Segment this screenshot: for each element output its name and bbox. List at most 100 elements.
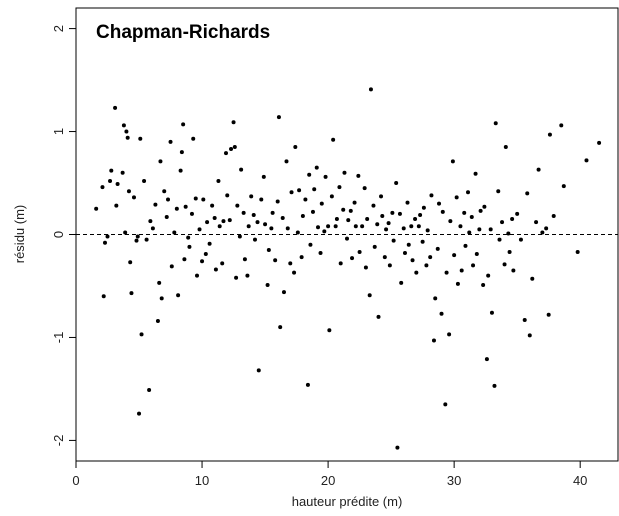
residual-point bbox=[123, 230, 128, 235]
residual-point bbox=[229, 147, 234, 152]
residual-point bbox=[444, 270, 449, 275]
residual-point bbox=[488, 227, 493, 232]
residual-point bbox=[242, 257, 247, 262]
residual-point bbox=[473, 171, 478, 176]
residual-point bbox=[265, 282, 270, 287]
residual-point bbox=[525, 191, 530, 196]
residual-point bbox=[280, 216, 285, 221]
residual-point bbox=[397, 211, 402, 216]
residual-point bbox=[466, 190, 471, 195]
plot-border bbox=[75, 7, 619, 462]
residual-point bbox=[405, 200, 410, 205]
residual-point bbox=[515, 211, 520, 216]
residual-point bbox=[326, 224, 331, 229]
residual-point bbox=[527, 333, 532, 338]
residual-point bbox=[484, 357, 489, 362]
residual-point bbox=[399, 280, 404, 285]
residual-point bbox=[402, 251, 407, 256]
residual-point bbox=[323, 174, 328, 179]
residual-point bbox=[502, 262, 507, 267]
residual-point bbox=[297, 188, 302, 193]
residual-point bbox=[270, 210, 275, 215]
residual-point bbox=[259, 197, 264, 202]
residual-point bbox=[235, 203, 240, 208]
residual-point bbox=[288, 261, 293, 266]
residual-point bbox=[467, 230, 472, 235]
residual-point bbox=[210, 203, 215, 208]
y-tick-label: -1 bbox=[51, 332, 66, 344]
residual-point bbox=[256, 368, 261, 373]
residual-point bbox=[380, 213, 385, 218]
residual-point bbox=[327, 328, 332, 333]
residual-point bbox=[329, 194, 334, 199]
residual-point bbox=[365, 217, 370, 222]
residual-point bbox=[348, 208, 353, 213]
residual-point bbox=[109, 168, 114, 173]
residual-point bbox=[126, 189, 131, 194]
residual-point bbox=[584, 158, 589, 163]
residual-point bbox=[375, 222, 380, 227]
residual-point bbox=[372, 244, 377, 249]
residual-point bbox=[455, 281, 460, 286]
y-axis: -2 -1 0 1 2 bbox=[51, 25, 76, 446]
y-tick-label: 2 bbox=[51, 25, 66, 32]
residual-point bbox=[433, 296, 438, 301]
residual-point bbox=[452, 253, 457, 258]
residual-point bbox=[406, 242, 411, 247]
residual-point bbox=[137, 411, 142, 416]
residual-point bbox=[416, 224, 421, 229]
residual-point bbox=[299, 255, 304, 260]
residual-point bbox=[428, 255, 433, 260]
residual-point bbox=[477, 227, 482, 232]
residual-point bbox=[518, 237, 523, 242]
residual-point bbox=[263, 222, 268, 227]
residual-point bbox=[203, 252, 208, 257]
residual-point bbox=[482, 204, 487, 209]
residual-point bbox=[197, 227, 202, 232]
residual-point bbox=[169, 264, 174, 269]
residual-point bbox=[448, 219, 453, 224]
residual-point bbox=[481, 282, 486, 287]
residual-point bbox=[331, 137, 336, 142]
residual-point bbox=[285, 226, 290, 231]
residual-point bbox=[342, 170, 347, 175]
residual-point bbox=[276, 115, 281, 120]
residual-point bbox=[511, 268, 516, 273]
residual-point bbox=[312, 187, 317, 192]
residual-point bbox=[334, 217, 339, 222]
residual-point bbox=[182, 257, 187, 262]
residual-point bbox=[474, 252, 479, 257]
residual-point bbox=[368, 87, 373, 92]
residual-point bbox=[205, 220, 210, 225]
residual-point bbox=[390, 210, 395, 215]
residual-point bbox=[108, 178, 113, 183]
residual-point bbox=[382, 255, 387, 260]
residual-point bbox=[414, 270, 419, 275]
residual-point bbox=[410, 258, 415, 263]
residual-point bbox=[500, 220, 505, 225]
residual-point bbox=[409, 224, 414, 229]
residual-point bbox=[223, 151, 228, 156]
residual-point bbox=[536, 167, 541, 172]
y-axis-title: résidu (m) bbox=[12, 205, 27, 264]
residual-point bbox=[284, 159, 289, 164]
points-layer bbox=[94, 87, 602, 450]
residual-point bbox=[120, 170, 125, 175]
residual-point bbox=[546, 312, 551, 317]
residual-point bbox=[148, 219, 153, 224]
residual-point bbox=[308, 242, 313, 247]
residual-point bbox=[318, 251, 323, 256]
residual-point bbox=[337, 185, 342, 190]
x-tick-label: 40 bbox=[573, 473, 587, 488]
residual-point bbox=[292, 270, 297, 275]
residual-point bbox=[413, 217, 418, 222]
residual-point bbox=[458, 224, 463, 229]
residual-point bbox=[101, 294, 106, 299]
residual-point bbox=[425, 228, 430, 233]
residual-point bbox=[174, 206, 179, 211]
residual-point bbox=[164, 214, 169, 219]
residual-point bbox=[362, 186, 367, 191]
residual-point bbox=[307, 172, 312, 177]
residual-point bbox=[273, 258, 278, 263]
